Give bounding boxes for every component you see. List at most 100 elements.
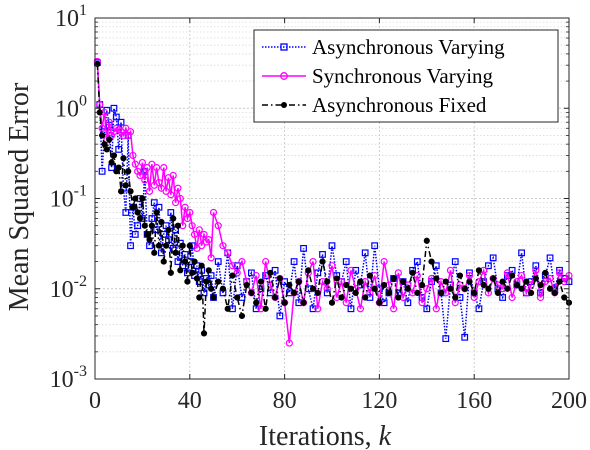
data-point-square — [214, 258, 222, 265]
data-point-square — [499, 294, 507, 301]
data-point-circle — [190, 230, 199, 239]
y-tick-exponent: -2 — [74, 273, 87, 290]
data-point-filled — [290, 289, 298, 296]
data-point-circle — [413, 271, 421, 280]
data-point-circle — [138, 158, 146, 167]
data-point-filled — [136, 215, 144, 222]
data-point-filled — [181, 258, 189, 265]
data-point-filled — [101, 141, 108, 148]
data-point-square — [371, 242, 379, 250]
data-point-square — [281, 278, 288, 286]
data-point-circle — [160, 163, 168, 172]
data-point-filled — [243, 281, 250, 289]
data-point-filled — [127, 188, 134, 195]
data-point-square — [532, 262, 540, 270]
data-point-circle — [129, 151, 137, 160]
data-point-circle — [356, 305, 365, 313]
x-tick-label: 120 — [361, 388, 397, 414]
data-point-filled — [108, 159, 115, 166]
data-point-filled — [151, 249, 158, 256]
data-point-filled — [106, 136, 113, 143]
y-tick-exponent: -1 — [74, 183, 87, 200]
data-point-circle — [186, 208, 194, 217]
data-point-filled — [253, 299, 260, 306]
legend-entry: Asynchronous Varying — [262, 35, 505, 59]
y-tick-label: 10-3 — [50, 363, 87, 393]
data-point-square — [404, 299, 412, 307]
data-point-filled — [456, 272, 464, 279]
data-point-filled — [414, 289, 421, 296]
data-point-circle — [205, 236, 213, 244]
data-point-filled — [395, 294, 402, 301]
legend-marker-filled — [281, 102, 287, 108]
data-point-filled — [537, 281, 544, 289]
data-point-circle — [233, 269, 241, 277]
y-tick-base: 10 — [50, 277, 74, 303]
data-point-filled — [196, 294, 203, 301]
data-point-square — [314, 269, 322, 277]
data-point-filled — [234, 294, 241, 301]
y-tick-label: 101 — [55, 2, 87, 32]
data-point-filled — [198, 262, 205, 269]
x-tick-label: 80 — [273, 388, 297, 414]
data-point-filled — [122, 182, 129, 189]
y-tick-exponent: -3 — [74, 363, 87, 380]
data-point-filled — [115, 164, 122, 171]
data-point-square — [157, 249, 165, 257]
x-axis-title-variable: k — [379, 421, 392, 450]
data-point-square — [98, 167, 106, 175]
data-point-filled — [390, 275, 397, 282]
data-point-filled — [155, 242, 163, 249]
legend-label: Asynchronous Varying — [312, 35, 505, 59]
data-point-filled — [447, 285, 454, 292]
data-point-filled — [352, 289, 359, 296]
data-point-circle — [209, 208, 218, 217]
data-point-circle — [456, 281, 464, 289]
data-point-filled — [466, 278, 473, 285]
data-point-filled — [305, 267, 312, 274]
data-point-circle — [181, 203, 189, 211]
data-point-filled — [338, 294, 345, 301]
data-point-circle — [536, 293, 545, 302]
data-point-circle — [517, 271, 526, 280]
data-point-filled — [381, 281, 388, 289]
data-point-filled — [480, 281, 487, 289]
data-point-square — [134, 222, 142, 230]
data-point-circle — [262, 257, 270, 266]
data-point-filled — [366, 272, 374, 279]
data-point-filled — [433, 275, 440, 282]
data-point-circle — [347, 266, 355, 274]
data-point-square — [112, 113, 120, 121]
data-point-filled — [309, 285, 317, 292]
data-point-filled — [262, 305, 269, 312]
data-point-filled — [281, 299, 288, 306]
data-point-filled — [153, 209, 160, 216]
data-point-square — [276, 312, 284, 320]
data-point-filled — [442, 278, 449, 285]
data-point-filled — [532, 275, 539, 282]
data-point-square — [309, 305, 317, 313]
data-point-circle — [366, 289, 374, 297]
data-point-circle — [546, 274, 554, 283]
data-point-filled — [471, 289, 478, 296]
data-point-square — [423, 305, 431, 313]
data-point-filled — [160, 258, 167, 265]
data-point-filled — [272, 294, 279, 301]
data-point-filled — [513, 281, 520, 289]
data-point-filled — [452, 294, 459, 301]
data-point-circle — [126, 128, 135, 136]
data-point-square — [485, 262, 492, 270]
data-point-circle — [169, 171, 177, 180]
legend-label: Asynchronous Fixed — [312, 93, 487, 117]
data-point-filled — [125, 168, 132, 175]
data-point-square — [131, 231, 139, 238]
data-point-square — [319, 251, 326, 258]
data-point-square — [271, 266, 279, 274]
legend-marker-square — [280, 43, 288, 51]
data-point-filled — [556, 278, 563, 285]
data-point-circle — [122, 124, 130, 132]
data-point-circle — [143, 163, 151, 172]
data-point-circle — [176, 194, 184, 203]
data-point-filled — [494, 289, 501, 296]
data-point-circle — [148, 160, 156, 168]
